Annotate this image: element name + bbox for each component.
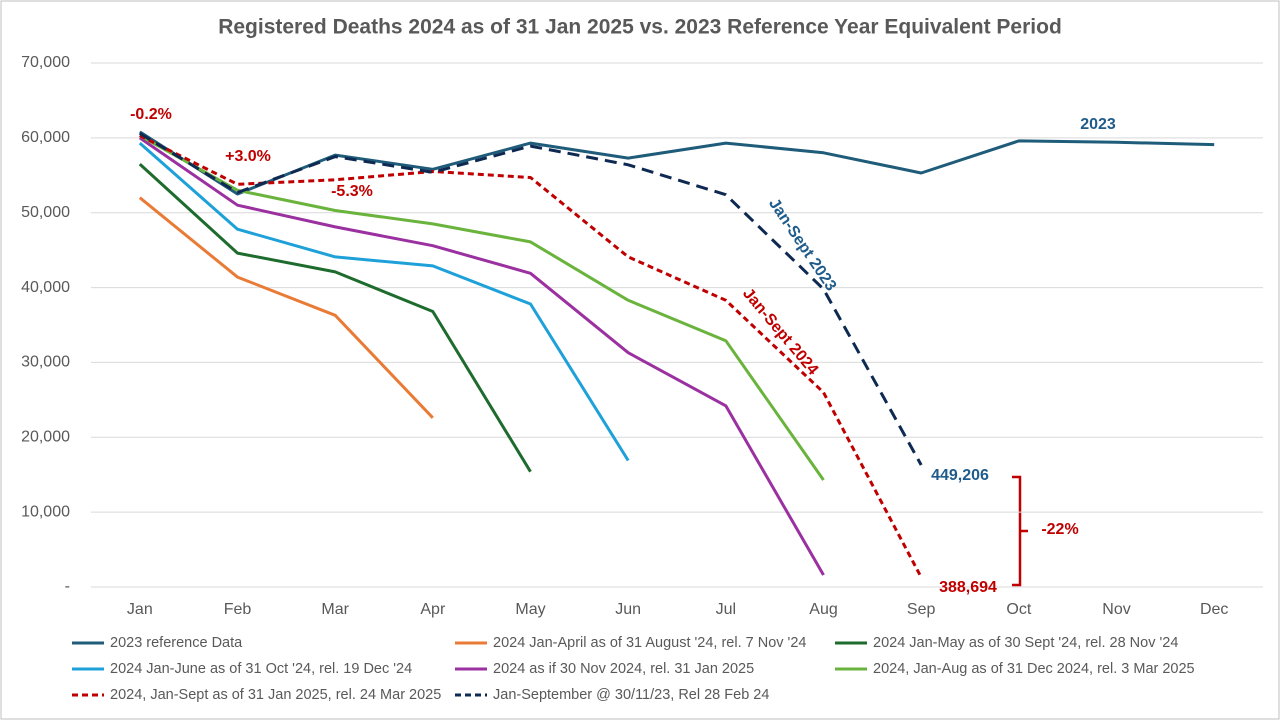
annotation: -0.2% (130, 106, 172, 123)
legend-label: 2024 Jan-June as of 31 Oct '24, rel. 19 … (110, 661, 412, 677)
y-tick-label: - (65, 578, 70, 595)
x-tick-label: Sep (907, 601, 936, 618)
annotation: -5.3% (331, 183, 373, 200)
x-tick-label: Dec (1200, 601, 1228, 618)
y-tick-label: 60,000 (21, 129, 70, 146)
series-line (138, 141, 630, 462)
x-tick-label: Mar (321, 601, 349, 618)
x-tick-label: Apr (420, 601, 446, 618)
bracket (1012, 475, 1028, 587)
legend-label: 2024, Jan-Sept as of 31 Jan 2025, rel. 2… (110, 687, 441, 703)
x-tick-label: Jan (127, 601, 153, 618)
y-tick-label: 70,000 (21, 54, 70, 71)
legend-label: 2024 Jan-April as of 31 August '24, rel.… (493, 635, 806, 651)
annotation: +3.0% (225, 148, 271, 165)
x-tick-label: Nov (1102, 601, 1130, 618)
y-tick-label: 20,000 (21, 429, 70, 446)
series-line (138, 136, 825, 576)
series-line (138, 162, 532, 473)
legend-label: 2023 reference Data (110, 635, 243, 651)
legend-label: 2024 as if 30 Nov 2024, rel. 31 Jan 2025 (493, 661, 754, 677)
x-tick-label: Jun (615, 601, 641, 618)
x-tick-label: May (515, 601, 545, 618)
x-tick-label: Jul (716, 601, 736, 618)
annotation: -22% (1041, 521, 1078, 538)
annotation: 2023 (1080, 116, 1116, 133)
series-line (139, 134, 825, 481)
series-line (139, 132, 923, 466)
legend-label: 2024 Jan-May as of 30 Sept '24, rel. 28 … (873, 635, 1178, 651)
series-line (138, 196, 434, 419)
y-tick-label: 40,000 (21, 279, 70, 296)
annotation: 388,694 (939, 579, 997, 596)
annotation: 449,206 (931, 467, 989, 484)
series-line (139, 134, 923, 579)
y-tick-label: 50,000 (21, 204, 70, 221)
chart-title: Registered Deaths 2024 as of 31 Jan 2025… (218, 16, 1062, 39)
legend-label: 2024, Jan-Aug as of 31 Dec 2024, rel. 3 … (873, 661, 1195, 677)
x-tick-label: Feb (224, 601, 252, 618)
legend-label: Jan-September @ 30/11/23, Rel 28 Feb 24 (493, 687, 769, 703)
y-tick-label: 30,000 (21, 354, 70, 371)
y-tick-label: 10,000 (21, 503, 70, 520)
x-tick-label: Oct (1006, 601, 1031, 618)
x-tick-label: Aug (809, 601, 837, 618)
